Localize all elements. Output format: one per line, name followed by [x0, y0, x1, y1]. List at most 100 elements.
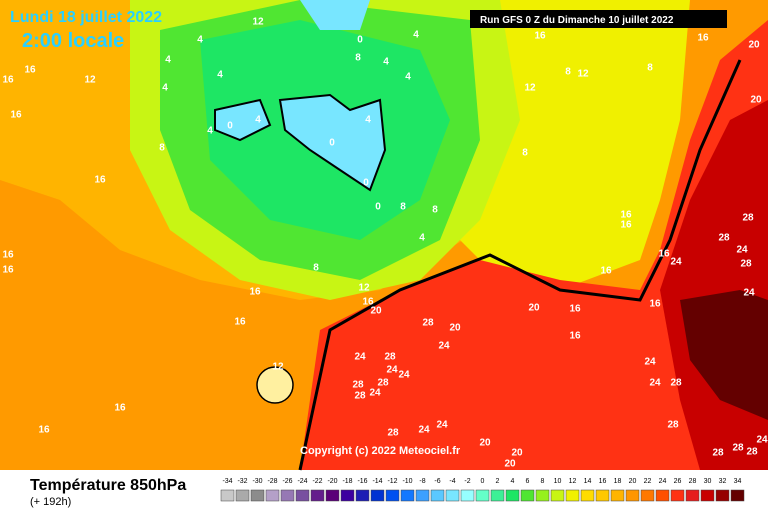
contour-label: 4: [217, 70, 223, 81]
contour-label: 12: [577, 69, 589, 80]
contour-label: 24: [436, 420, 448, 431]
scale-swatch: [235, 489, 250, 502]
scale-swatch: [340, 489, 355, 502]
contour-label: 0: [375, 202, 381, 213]
field-cyan2: [214, 98, 272, 142]
scale-label: -26: [282, 478, 292, 485]
scale-label: 8: [541, 478, 545, 485]
contour-label: 28: [712, 448, 724, 459]
contour-label: 12: [524, 83, 536, 94]
scale-swatch: [565, 489, 580, 502]
scale-label: -32: [237, 478, 247, 485]
scale-label: -28: [267, 478, 277, 485]
run: Run GFS 0 Z du Dimanche 10 juillet 2022: [480, 15, 674, 26]
contour-label: 20: [370, 306, 382, 317]
scale-swatch: [685, 489, 700, 502]
scale-swatch: [610, 489, 625, 502]
scale-label: 20: [629, 478, 637, 485]
scale-swatch: [220, 489, 235, 502]
contour-label: 24: [736, 245, 748, 256]
contour-label: 20: [528, 303, 540, 314]
scale-label: 10: [554, 478, 562, 485]
contour-label: 28: [387, 428, 399, 439]
contour-label: 28: [354, 391, 366, 402]
contour-label: 0: [329, 138, 335, 149]
contour-label: 20: [750, 95, 762, 106]
scale-swatch: [385, 489, 400, 502]
field-cyan-north: [300, 0, 370, 30]
contour-label: 24: [644, 357, 656, 368]
scale-label: 28: [689, 478, 697, 485]
contour-label: 20: [504, 459, 516, 470]
contour-label: 8: [432, 205, 438, 216]
contour-label: 8: [400, 202, 406, 213]
contour-label: 4: [413, 30, 419, 41]
scale-label: -8: [419, 478, 425, 485]
scale-swatch: [505, 489, 520, 502]
scale-swatch: [460, 489, 475, 502]
scale-swatch: [370, 489, 385, 502]
contour-label: 28: [670, 378, 682, 389]
contour-label: 20: [449, 323, 461, 334]
field-cyan: [278, 93, 387, 192]
contour-label: 24: [743, 288, 755, 299]
scale-label: 14: [584, 478, 592, 485]
contour-label: 24: [418, 425, 430, 436]
scale-label: 30: [704, 478, 712, 485]
scale-swatch: [475, 489, 490, 502]
contour-label: 28: [740, 259, 752, 270]
contour-label: 16: [2, 265, 14, 276]
contour-12: [256, 366, 294, 404]
contour-label: 28: [718, 233, 730, 244]
scale-swatch: [280, 489, 295, 502]
contour-label: 28: [742, 213, 754, 224]
scale-swatch: [310, 489, 325, 502]
scale-label: -6: [434, 478, 440, 485]
scale-swatch: [550, 489, 565, 502]
run-box: [470, 10, 727, 28]
scale-swatch: [325, 489, 340, 502]
scale-label: 24: [659, 478, 667, 485]
scale-swatch: [535, 489, 550, 502]
contour-label: 16: [2, 75, 14, 86]
contour-label: 16: [38, 425, 50, 436]
contour-label: 12: [252, 17, 264, 28]
scale-label: -34: [222, 478, 232, 485]
contour-label: 24: [649, 378, 661, 389]
contour-label: 8: [159, 143, 165, 154]
contour-label: 8: [522, 148, 528, 159]
scale-label: 26: [674, 478, 682, 485]
contour-label: 28: [384, 352, 396, 363]
contour-label: 8: [313, 263, 319, 274]
scale-swatch: [520, 489, 535, 502]
contour-label: 28: [422, 318, 434, 329]
contour-label: 12: [358, 283, 370, 294]
scale-swatch: [670, 489, 685, 502]
contour-label: 24: [369, 388, 381, 399]
scale-label: -2: [464, 478, 470, 485]
field-red: [300, 20, 768, 470]
contour-label: 16: [569, 304, 581, 315]
contour-label: 24: [756, 435, 768, 446]
contour-label: 16: [600, 266, 612, 277]
scale-swatch: [730, 489, 745, 502]
scale-swatch: [715, 489, 730, 502]
time: 2:00 locale: [22, 30, 124, 52]
scale-swatch: [625, 489, 640, 502]
contour-label: 4: [197, 35, 203, 46]
contour-label: 4: [207, 126, 213, 137]
contour-label: 4: [405, 72, 411, 83]
contour-label: 8: [565, 67, 571, 78]
scale-swatch: [700, 489, 715, 502]
scale-label: -10: [402, 478, 412, 485]
field-darkest: [680, 290, 768, 420]
footer-title: Température 850hPa: [30, 477, 186, 494]
contour-label: 24: [438, 341, 450, 352]
contour-label: 16: [10, 110, 22, 121]
contour-label: 16: [2, 250, 14, 261]
contour-label: 24: [398, 370, 410, 381]
scale-label: 34: [734, 478, 742, 485]
contour-label: 16: [697, 33, 709, 44]
